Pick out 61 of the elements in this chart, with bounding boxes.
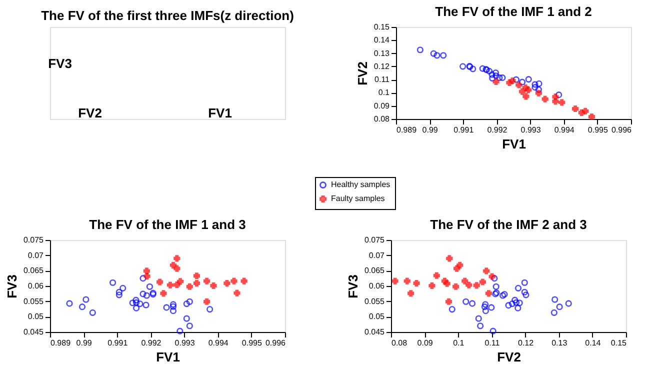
- y-tick-label: 0.07: [28, 250, 44, 260]
- x-tick-label: 0.989: [50, 338, 72, 348]
- x-tick-label: 0.991: [108, 338, 128, 348]
- text: FV3: [48, 56, 72, 71]
- x-tick-label: 0.994: [554, 126, 575, 134]
- y-tick-label: 0.065: [364, 266, 386, 276]
- y-tick-label: 0.05: [368, 312, 386, 322]
- text: The FV of the first three IMFs(z direction): [41, 8, 294, 23]
- x-tick-label: 0.1: [453, 338, 465, 348]
- y-tick-label: 0.075: [23, 236, 44, 244]
- y-tick-label: 0.055: [23, 296, 44, 306]
- x-tick-label: 0.99: [76, 338, 92, 348]
- x-axis-title: FV1: [502, 136, 526, 152]
- x-tick-label: 0.13: [552, 338, 568, 348]
- y-axis-title: FV3: [4, 274, 20, 298]
- y-tick-label: 0.045: [364, 328, 386, 336]
- x-tick-label: 0.993: [174, 338, 196, 348]
- y-tick-label: 0.09: [374, 101, 390, 110]
- x-tick-label: 0.99: [422, 126, 438, 134]
- y-tick-label: 0.065: [23, 266, 44, 276]
- x-tick-label: 0.14: [585, 338, 602, 348]
- y-tick-label: 0.075: [364, 236, 386, 244]
- y-tick-label: 0.055: [364, 296, 386, 306]
- chart-title: The FV of the IMF 1 and 2: [435, 4, 592, 19]
- y-tick-label: 0.05: [28, 312, 44, 322]
- chart-title: The FV of the IMF 2 and 3: [430, 217, 587, 232]
- x-tick-label: 0.09: [417, 338, 434, 348]
- y-tick-label: 0.06: [368, 282, 386, 290]
- x-axis-title: FV2: [497, 350, 521, 364]
- x-tick-label: 0.994: [208, 338, 229, 348]
- y-tick-label: 0.045: [23, 328, 44, 336]
- x-tick-label: 0.12: [518, 338, 534, 348]
- x-tick-label: 0.996: [611, 126, 632, 134]
- y-tick-label: 0.11: [374, 75, 390, 84]
- y-axis-title: FV3: [345, 274, 360, 298]
- legend-label: Faulty samples: [331, 194, 385, 203]
- x-tick-label: 0.15: [610, 338, 628, 348]
- y-tick-label: 0.15: [374, 22, 390, 32]
- x-tick-label: 0.996: [265, 338, 286, 348]
- x-tick-label: 0.11: [484, 338, 500, 348]
- x-tick-label: 0.995: [242, 338, 262, 348]
- legend-label: Healthy samples: [331, 180, 390, 189]
- y-tick-label: 0.1: [378, 88, 390, 98]
- y-tick-label: 0.12: [374, 62, 390, 71]
- y-tick-label: 0.07: [368, 250, 386, 260]
- x-tick-label: 0.992: [141, 338, 162, 348]
- x-tick-label: 0.989: [396, 126, 418, 134]
- x-axis-title: FV1: [156, 350, 180, 364]
- x-tick-label: 0.993: [520, 126, 542, 134]
- y-axis-title: FV2: [354, 62, 370, 86]
- chart-title: The FV of the IMF 1 and 3: [89, 217, 246, 232]
- y-tick-label: 0.13: [374, 48, 390, 58]
- y-tick-label: 0.06: [28, 282, 44, 290]
- text: FV1: [208, 105, 232, 120]
- x-tick-label: 0.08: [392, 338, 408, 348]
- text: FV2: [78, 105, 102, 120]
- y-tick-label: 0.14: [374, 36, 390, 45]
- x-tick-label: 0.995: [588, 126, 608, 134]
- x-tick-label: 0.991: [454, 126, 474, 134]
- y-tick-label: 0.08: [374, 114, 390, 124]
- x-tick-label: 0.992: [487, 126, 508, 134]
